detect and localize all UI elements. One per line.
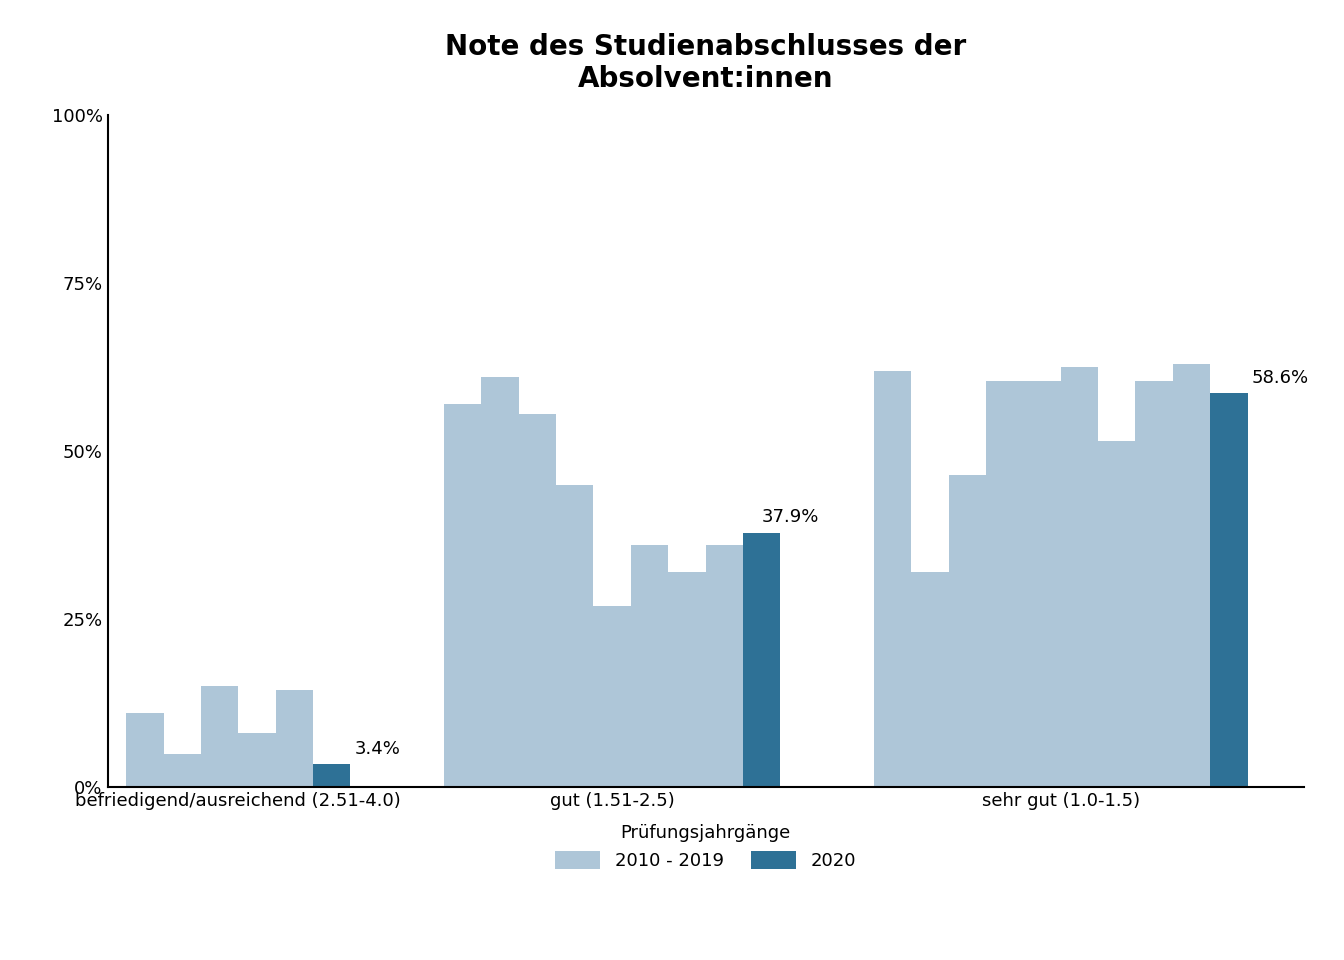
Legend: 2010 - 2019, 2020: 2010 - 2019, 2020 [546, 814, 866, 879]
Bar [949, 475, 986, 787]
Bar [1210, 394, 1247, 787]
Bar [1098, 442, 1136, 787]
Bar [630, 545, 668, 787]
Bar [668, 572, 706, 787]
Bar [874, 371, 911, 787]
Bar [1173, 364, 1210, 787]
Bar [594, 606, 630, 787]
Bar [986, 380, 1023, 787]
Title: Note des Studienabschlusses der
Absolvent:innen: Note des Studienabschlusses der Absolven… [445, 33, 966, 93]
Bar [238, 733, 276, 787]
Bar [313, 764, 351, 787]
Bar [1023, 380, 1060, 787]
Bar [126, 713, 164, 787]
Bar [556, 485, 594, 787]
Bar [1060, 368, 1098, 787]
Bar [164, 754, 202, 787]
Bar [911, 572, 949, 787]
Bar [444, 404, 481, 787]
Bar [1136, 380, 1173, 787]
Bar [276, 689, 313, 787]
Text: 3.4%: 3.4% [355, 739, 401, 757]
Bar [202, 686, 238, 787]
Bar [481, 377, 519, 787]
Bar [519, 415, 556, 787]
Text: 58.6%: 58.6% [1251, 369, 1309, 387]
Bar [706, 545, 743, 787]
Text: 37.9%: 37.9% [762, 508, 818, 526]
Bar [743, 533, 781, 787]
